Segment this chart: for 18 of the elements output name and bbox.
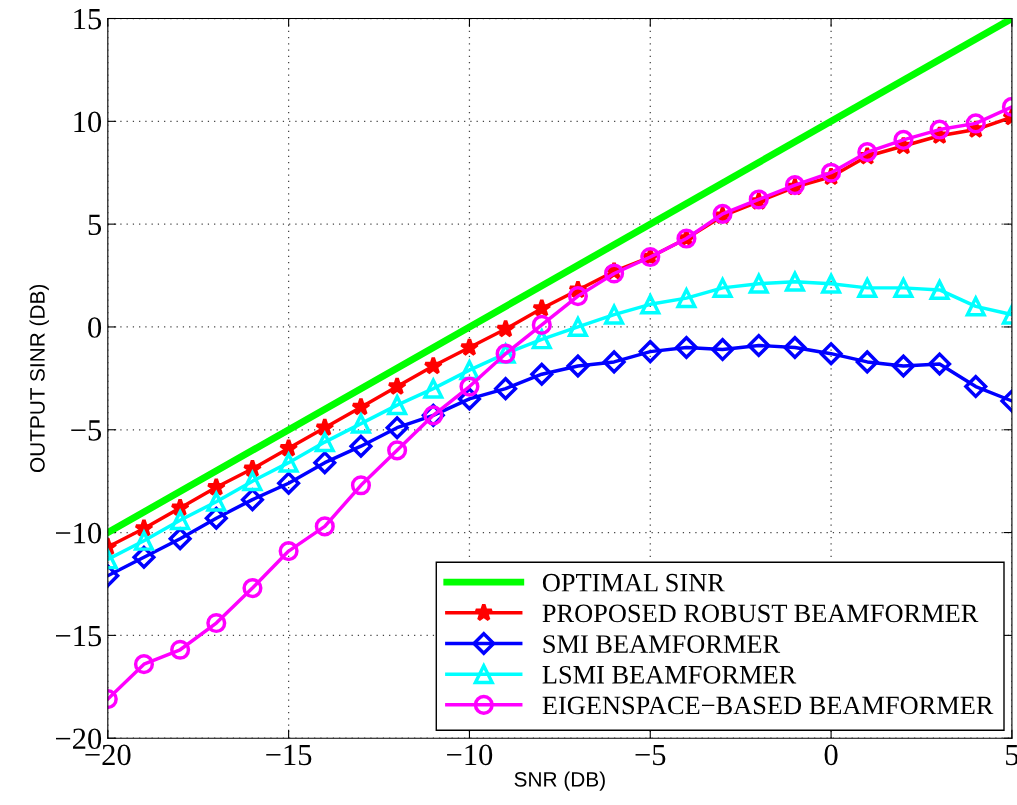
y-tick-label: 5: [88, 214, 102, 236]
legend-label: SMI BEAMFORMER: [543, 635, 781, 653]
legend-label: PROPOSED ROBUST BEAMFORMER: [542, 604, 979, 623]
y-tick-label: −15: [55, 625, 102, 647]
y-tick-label: 10: [74, 111, 102, 133]
legend-label: OPTIMAL SINR: [542, 573, 725, 592]
x-tick-label: −5: [635, 744, 666, 766]
y-tick-label: −5: [71, 420, 102, 441]
x-axis-title: SNR (DB): [514, 771, 605, 791]
legend-label: LSMI BEAMFORMER: [542, 665, 797, 684]
x-tick-label: −15: [266, 744, 312, 766]
y-tick-label: −10: [55, 522, 102, 544]
y-tick-label: 15: [74, 8, 102, 30]
x-tick-label: −10: [447, 744, 493, 766]
y-axis-title: OUTPUT SINR (DB): [29, 284, 49, 473]
legend-label: EIGENSPACE−BASED BEAMFORMER: [542, 696, 994, 715]
y-tick-label: 0: [88, 317, 102, 338]
x-tick-label: 0: [824, 744, 838, 766]
